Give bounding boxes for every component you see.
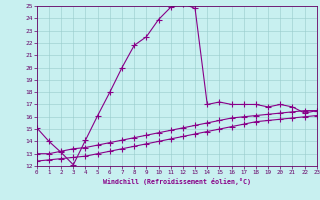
X-axis label: Windchill (Refroidissement éolien,°C): Windchill (Refroidissement éolien,°C)	[103, 178, 251, 185]
